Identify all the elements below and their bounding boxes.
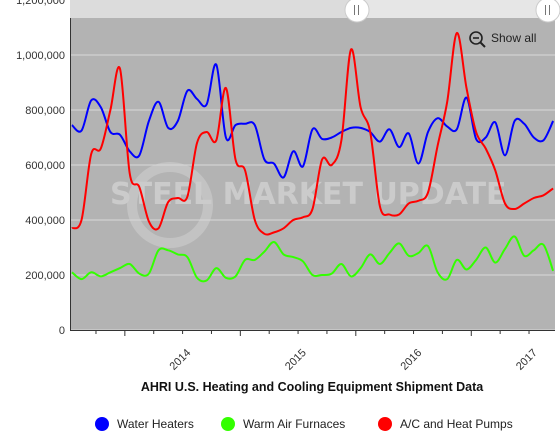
legend: Water Heaters Warm Air Furnaces A/C and He…	[95, 417, 513, 431]
legend-item-warm-air-furnaces[interactable]: Warm Air Furnaces	[221, 417, 345, 431]
legend-marker	[378, 417, 392, 431]
navigator-selected-range[interactable]	[70, 0, 357, 18]
y-tick-label: 1,200,000	[16, 0, 65, 7]
x-tick-label: 2017	[514, 347, 540, 373]
show-all-label: Show all	[491, 31, 536, 45]
y-tick-label: 400,000	[25, 215, 65, 227]
legend-marker	[95, 417, 109, 431]
legend-marker	[221, 417, 235, 431]
x-axis: 2014 2015 2016 2017	[70, 0, 555, 373]
series-line-warm-air-furnaces[interactable]	[71, 235, 555, 283]
series-line-a-c-and-heat-pumps[interactable]	[71, 31, 554, 236]
navigator-left-handle[interactable]	[344, 0, 370, 23]
legend-label: Warm Air Furnaces	[243, 417, 345, 431]
x-tick-label: 2014	[168, 347, 194, 373]
chart-title: AHRI U.S. Heating and Cooling Equipment …	[141, 380, 484, 394]
watermark: STEEL MARKET UPDATE	[110, 162, 507, 248]
y-tick-label: 800,000	[25, 105, 65, 117]
series-layer	[71, 31, 555, 283]
x-tick-label: 2015	[283, 347, 309, 373]
navigator-right-handle[interactable]	[535, 0, 560, 23]
show-all-button[interactable]: Show all	[469, 31, 536, 48]
legend-label: A/C and Heat Pumps	[400, 417, 513, 431]
y-tick-label: 1,000,000	[16, 50, 65, 62]
y-tick-label: 600,000	[25, 160, 65, 172]
series-line-water-heaters[interactable]	[71, 63, 555, 179]
legend-item-a-c-and-heat-pumps[interactable]: A/C and Heat Pumps	[378, 417, 513, 431]
zoom-out-icon	[469, 31, 486, 48]
watermark-text: STEEL MARKET UPDATE	[110, 177, 507, 212]
y-tick-label: 200,000	[25, 270, 65, 282]
x-tick-label: 2016	[399, 347, 425, 373]
range-navigator[interactable]	[70, 0, 560, 23]
legend-label: Water Heaters	[117, 417, 194, 431]
y-tick-label: 0	[59, 325, 65, 337]
y-axis: 0 200,000 400,000 600,000 800,000 1,000,000 1,…	[16, 0, 65, 337]
watermark-ring-icon	[127, 162, 213, 248]
legend-item-water-heaters[interactable]: Water Heaters	[95, 417, 194, 431]
